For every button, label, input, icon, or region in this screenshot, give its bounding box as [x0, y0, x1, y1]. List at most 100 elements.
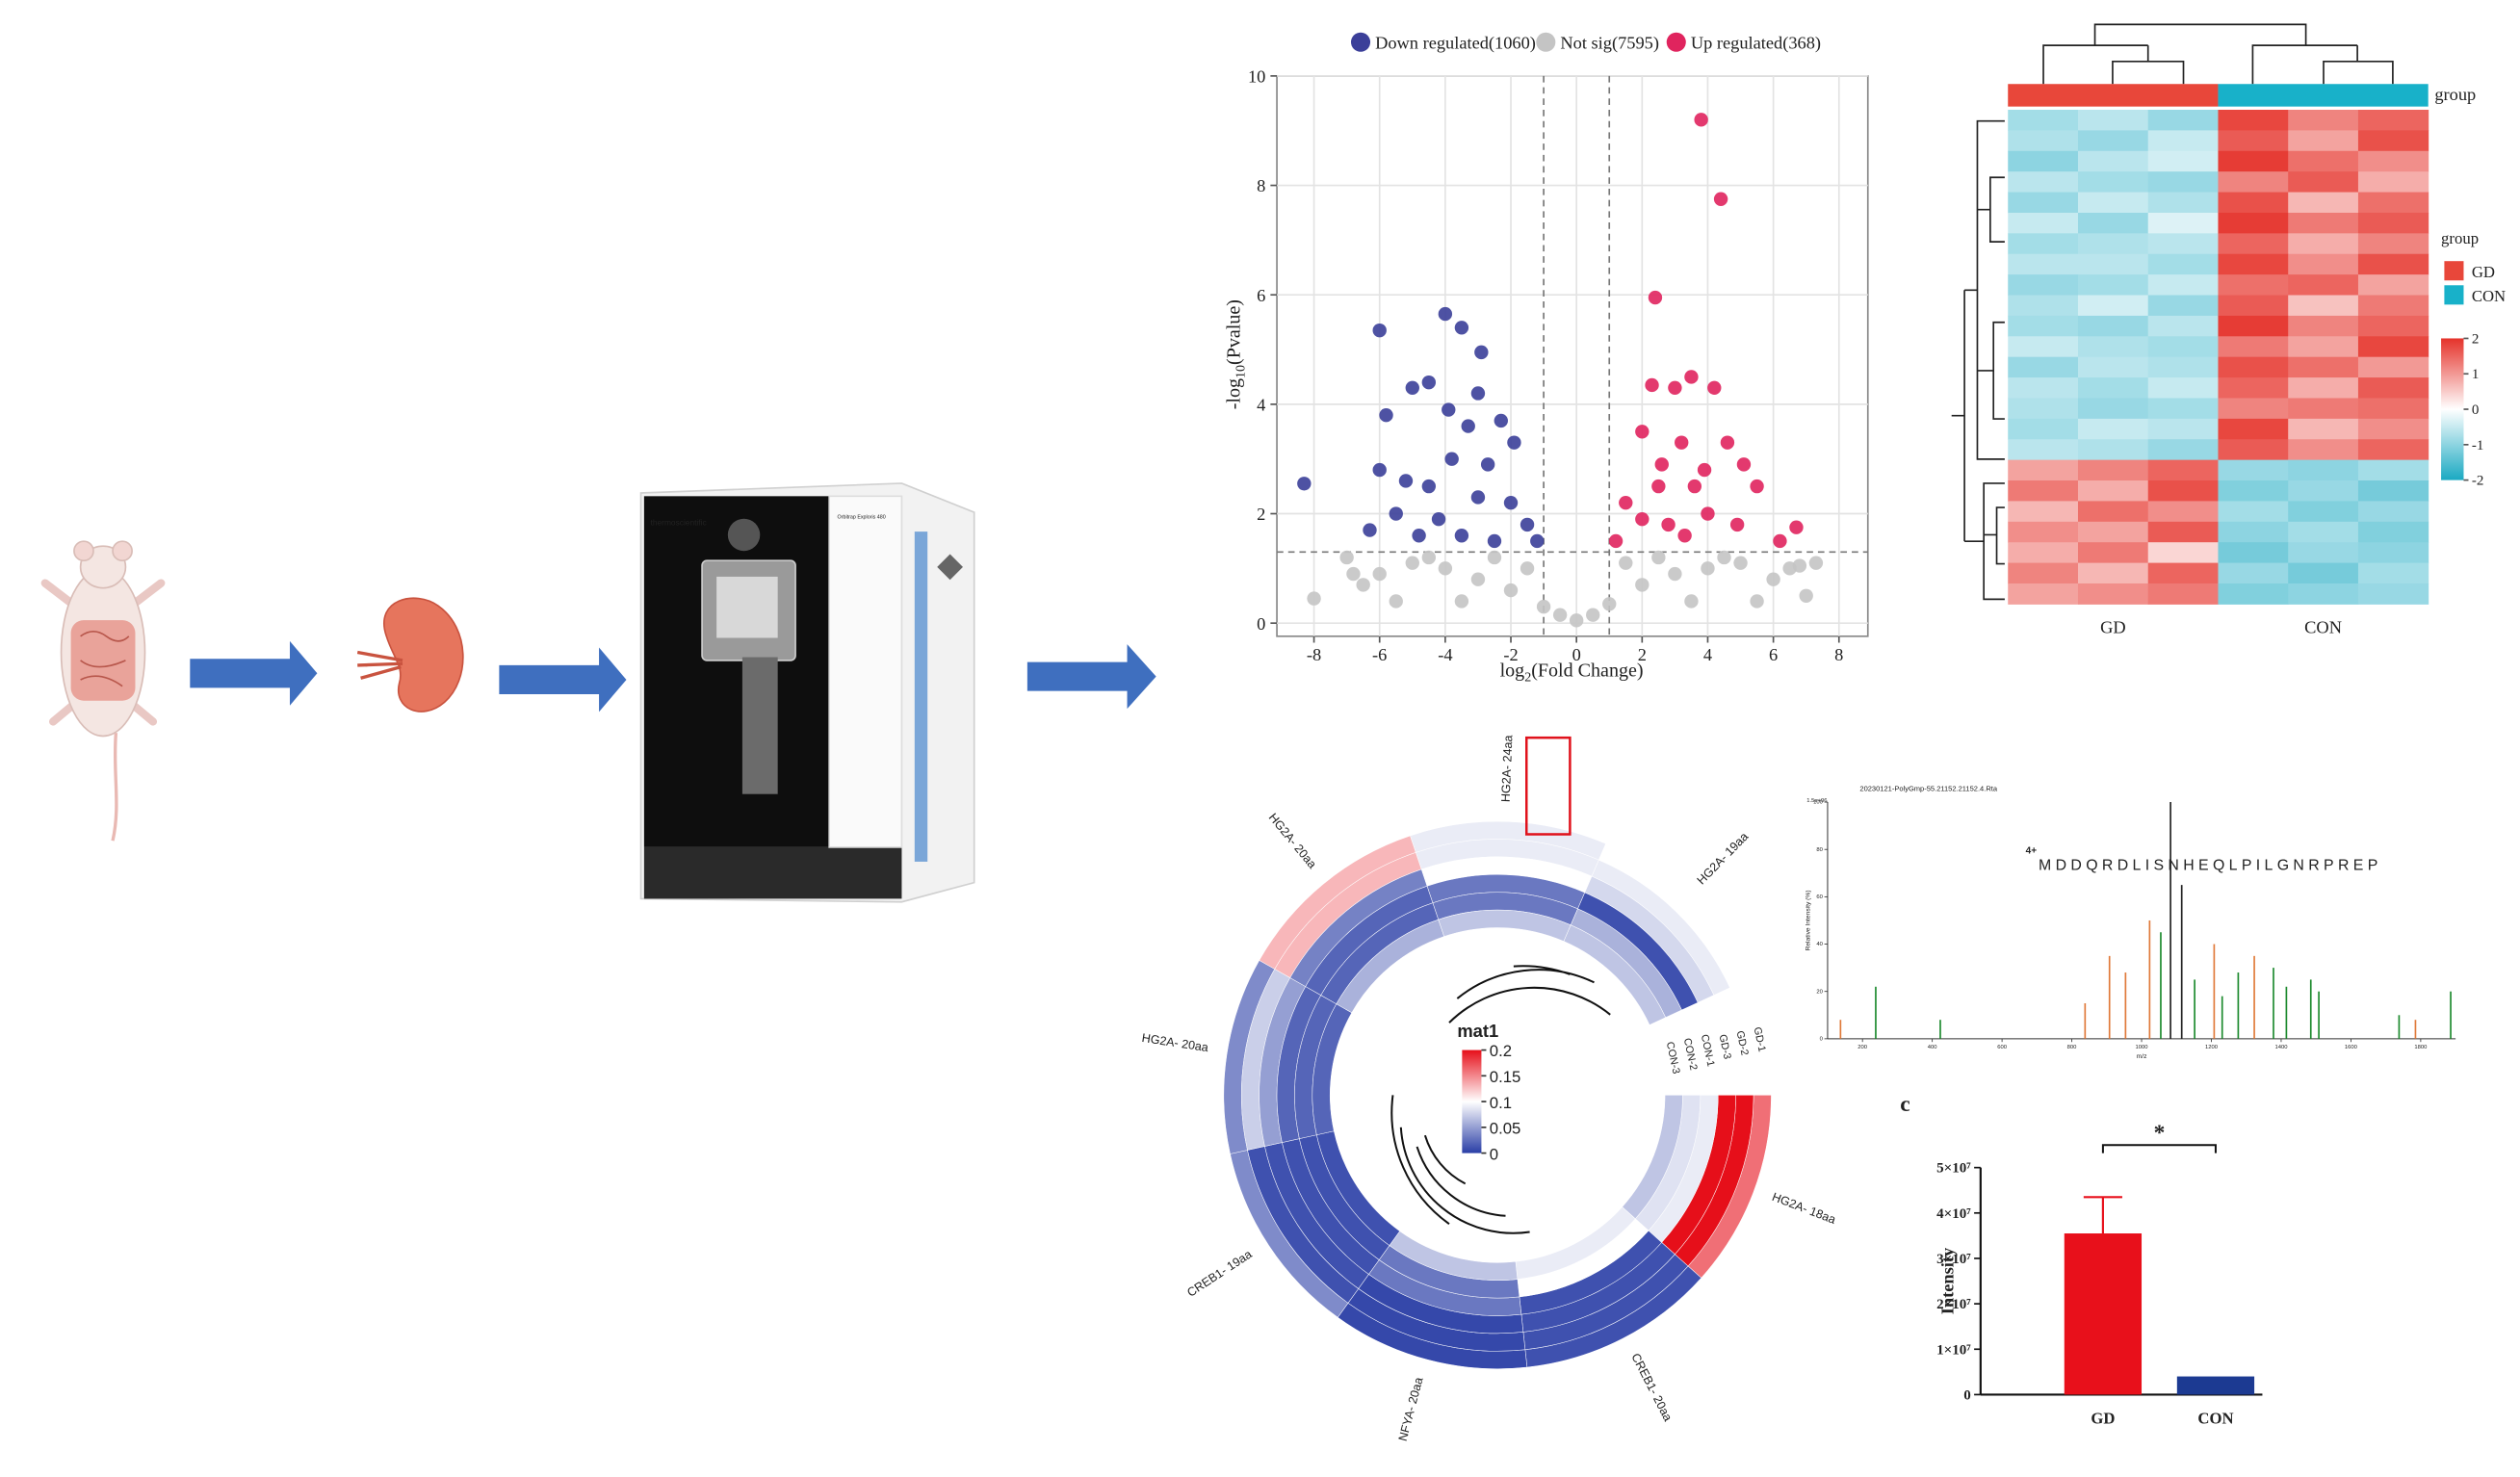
- cell: [2288, 233, 2359, 255]
- point: [1808, 556, 1824, 570]
- instrument-brand: thermoscientific: [651, 517, 707, 527]
- cell: [2288, 480, 2359, 502]
- point: [1480, 457, 1495, 472]
- cell: [2357, 233, 2429, 255]
- point: [1372, 323, 1387, 338]
- cell: [2357, 501, 2429, 523]
- point: [1648, 290, 1663, 305]
- point: [1494, 413, 1508, 428]
- point: [1405, 556, 1419, 570]
- cell: [2218, 233, 2289, 255]
- point: [1507, 435, 1521, 450]
- point: [1675, 435, 1689, 450]
- cell: [2147, 192, 2219, 214]
- cell: [2357, 130, 2429, 152]
- cell: [2288, 110, 2359, 131]
- cell: [2218, 562, 2289, 584]
- cell: [2008, 315, 2079, 337]
- cell: [2288, 274, 2359, 297]
- point: [1733, 556, 1748, 570]
- x-tick-label: 8: [1834, 645, 1843, 664]
- cell: [2077, 542, 2149, 564]
- point: [1729, 517, 1745, 532]
- cell: [2218, 418, 2289, 440]
- cell: [2008, 192, 2079, 214]
- cell: [2008, 459, 2079, 481]
- point: [1707, 380, 1722, 396]
- cell: [2357, 150, 2429, 172]
- ring-label: GD-1: [1752, 1026, 1768, 1053]
- cell: [2288, 521, 2359, 543]
- cell: [2077, 212, 2149, 234]
- cell: [2147, 356, 2219, 378]
- cell: [2288, 295, 2359, 317]
- x-tick-label: 4: [1703, 645, 1712, 664]
- point: [1694, 113, 1708, 127]
- x-tick-label: -8: [1307, 645, 1321, 664]
- cell: [2077, 253, 2149, 275]
- point: [1372, 566, 1387, 582]
- cell: [2077, 583, 2149, 605]
- kidney-illustration: [356, 597, 464, 713]
- significance-bracket: [2101, 1144, 2217, 1153]
- cell: [2008, 562, 2079, 584]
- cell: [2218, 377, 2289, 399]
- point: [1389, 506, 1403, 521]
- point: [1792, 558, 1807, 573]
- axis-label-part: log: [1500, 661, 1525, 682]
- cell: [2147, 130, 2219, 152]
- sector-label: CREB1- 19aa: [1184, 1248, 1254, 1300]
- cell: [2357, 562, 2429, 584]
- cell: [2008, 583, 2079, 605]
- point: [1438, 561, 1453, 576]
- point: [1697, 462, 1712, 478]
- cell: [2008, 212, 2079, 234]
- point: [1379, 408, 1393, 423]
- y-tick-label: 8: [1257, 176, 1265, 195]
- cell: [2077, 192, 2149, 214]
- point: [1799, 588, 1813, 603]
- point: [1461, 419, 1475, 433]
- point: [1701, 561, 1715, 576]
- plot-frame: [1276, 75, 1869, 637]
- x-tick-label: 2: [1638, 645, 1647, 664]
- cell: [2288, 459, 2359, 481]
- point: [1398, 474, 1414, 488]
- cell: [2288, 212, 2359, 234]
- spectrum-title: 20230121-PolyGmp-55.21152.21152.4.Rta: [1859, 784, 1997, 792]
- cell: [2147, 521, 2219, 543]
- cell: [2288, 377, 2359, 399]
- point: [1454, 529, 1469, 543]
- point: [1608, 533, 1624, 549]
- point: [1619, 495, 1633, 510]
- cell: [2077, 418, 2149, 440]
- cell: [2357, 356, 2429, 378]
- colorbar-tick-label: 0: [2472, 402, 2480, 418]
- y-tick-label: 2×10⁷: [1936, 1297, 1971, 1312]
- x-tick-label: 800: [2067, 1045, 2078, 1050]
- point: [1307, 591, 1321, 606]
- cell: [2218, 192, 2289, 214]
- cell: [2357, 315, 2429, 337]
- cell: [2288, 315, 2359, 337]
- cell: [2218, 130, 2289, 152]
- highlight-box: [1524, 736, 1572, 836]
- charge-label: 4+: [2026, 846, 2038, 857]
- axis-label-part: (Pvalue): [1224, 299, 1245, 365]
- y-tick-label: 2: [1257, 505, 1265, 524]
- point: [1766, 572, 1780, 586]
- cell: [2288, 253, 2359, 275]
- y-tick-label: 0: [1257, 614, 1265, 634]
- cell: [2288, 171, 2359, 194]
- mass-spectrometer: thermoscientific Orbitrap Exploris 480: [639, 482, 975, 903]
- group-bar: [2008, 84, 2219, 107]
- cell: [2077, 233, 2149, 255]
- cell: [2008, 110, 2079, 131]
- point: [1635, 578, 1650, 592]
- ring-label: CON-3: [1664, 1041, 1682, 1075]
- cell: [2077, 480, 2149, 502]
- legend-title: mat1: [1457, 1021, 1498, 1041]
- cell: [2288, 439, 2359, 461]
- axis-label: -log10(Pvalue): [1224, 299, 1249, 409]
